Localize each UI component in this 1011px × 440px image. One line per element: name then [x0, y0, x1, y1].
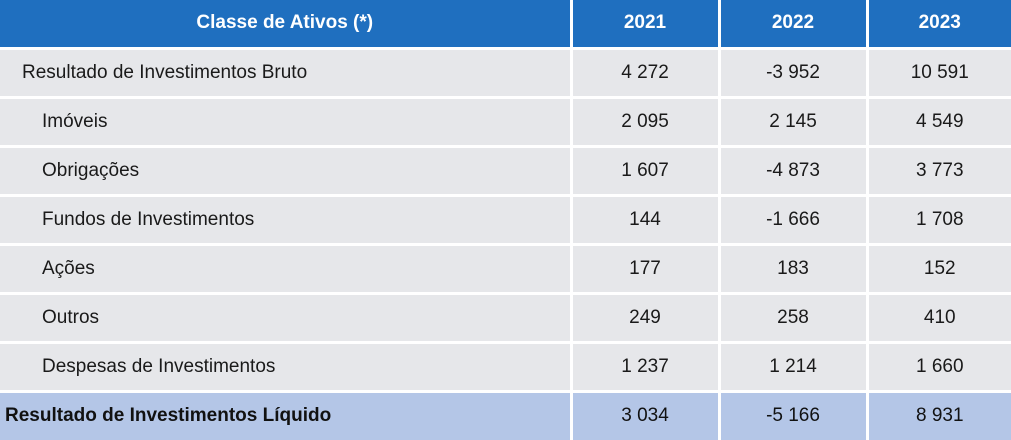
row-value-2021: 249: [571, 293, 721, 344]
row-value-2021: 2 095: [571, 97, 721, 148]
table-header: Classe de Ativos (*) 2021 2022 2023: [0, 0, 1011, 50]
row-value-2023: 1 660: [867, 342, 1011, 393]
row-value-2023: 410: [867, 293, 1011, 344]
total-value-2022: -5 166: [719, 391, 869, 440]
row-label: Fundos de Investimentos: [0, 195, 573, 246]
row-value-2021: 1 237: [571, 342, 721, 393]
total-value-2021: 3 034: [571, 391, 721, 440]
table-row: Resultado de Investimentos Bruto 4 272 -…: [0, 48, 1011, 99]
row-label: Resultado de Investimentos Bruto: [0, 48, 573, 99]
row-value-2021: 177: [571, 244, 721, 295]
row-value-2023: 4 549: [867, 97, 1011, 148]
row-label: Obrigações: [0, 146, 573, 197]
row-label: Ações: [0, 244, 573, 295]
row-value-2023: 10 591: [867, 48, 1011, 99]
row-value-2023: 3 773: [867, 146, 1011, 197]
row-value-2022: 1 214: [719, 342, 869, 393]
table-row: Ações 177 183 152: [0, 244, 1011, 295]
header-row: Classe de Ativos (*) 2021 2022 2023: [0, 0, 1011, 50]
header-class-label: Classe de Ativos (*): [0, 0, 573, 50]
row-value-2022: 183: [719, 244, 869, 295]
row-value-2022: -3 952: [719, 48, 869, 99]
row-value-2021: 144: [571, 195, 721, 246]
table-row: Obrigações 1 607 -4 873 3 773: [0, 146, 1011, 197]
table-body: Resultado de Investimentos Bruto 4 272 -…: [0, 48, 1011, 393]
row-value-2023: 1 708: [867, 195, 1011, 246]
row-value-2022: -1 666: [719, 195, 869, 246]
row-value-2021: 4 272: [571, 48, 721, 99]
table-row: Despesas de Investimentos 1 237 1 214 1 …: [0, 342, 1011, 393]
total-value-2023: 8 931: [867, 391, 1011, 440]
row-value-2022: 258: [719, 293, 869, 344]
total-label: Resultado de Investimentos Líquido: [0, 391, 573, 440]
table-row: Fundos de Investimentos 144 -1 666 1 708: [0, 195, 1011, 246]
row-value-2022: 2 145: [719, 97, 869, 148]
header-year-2021: 2021: [571, 0, 721, 50]
table-footer: Resultado de Investimentos Líquido 3 034…: [0, 391, 1011, 440]
table-row: Imóveis 2 095 2 145 4 549: [0, 97, 1011, 148]
row-label: Imóveis: [0, 97, 573, 148]
header-year-2023: 2023: [867, 0, 1011, 50]
row-label: Despesas de Investimentos: [0, 342, 573, 393]
row-value-2021: 1 607: [571, 146, 721, 197]
row-value-2023: 152: [867, 244, 1011, 295]
header-year-2022: 2022: [719, 0, 869, 50]
total-row: Resultado de Investimentos Líquido 3 034…: [0, 391, 1011, 440]
row-value-2022: -4 873: [719, 146, 869, 197]
row-label: Outros: [0, 293, 573, 344]
table-row: Outros 249 258 410: [0, 293, 1011, 344]
